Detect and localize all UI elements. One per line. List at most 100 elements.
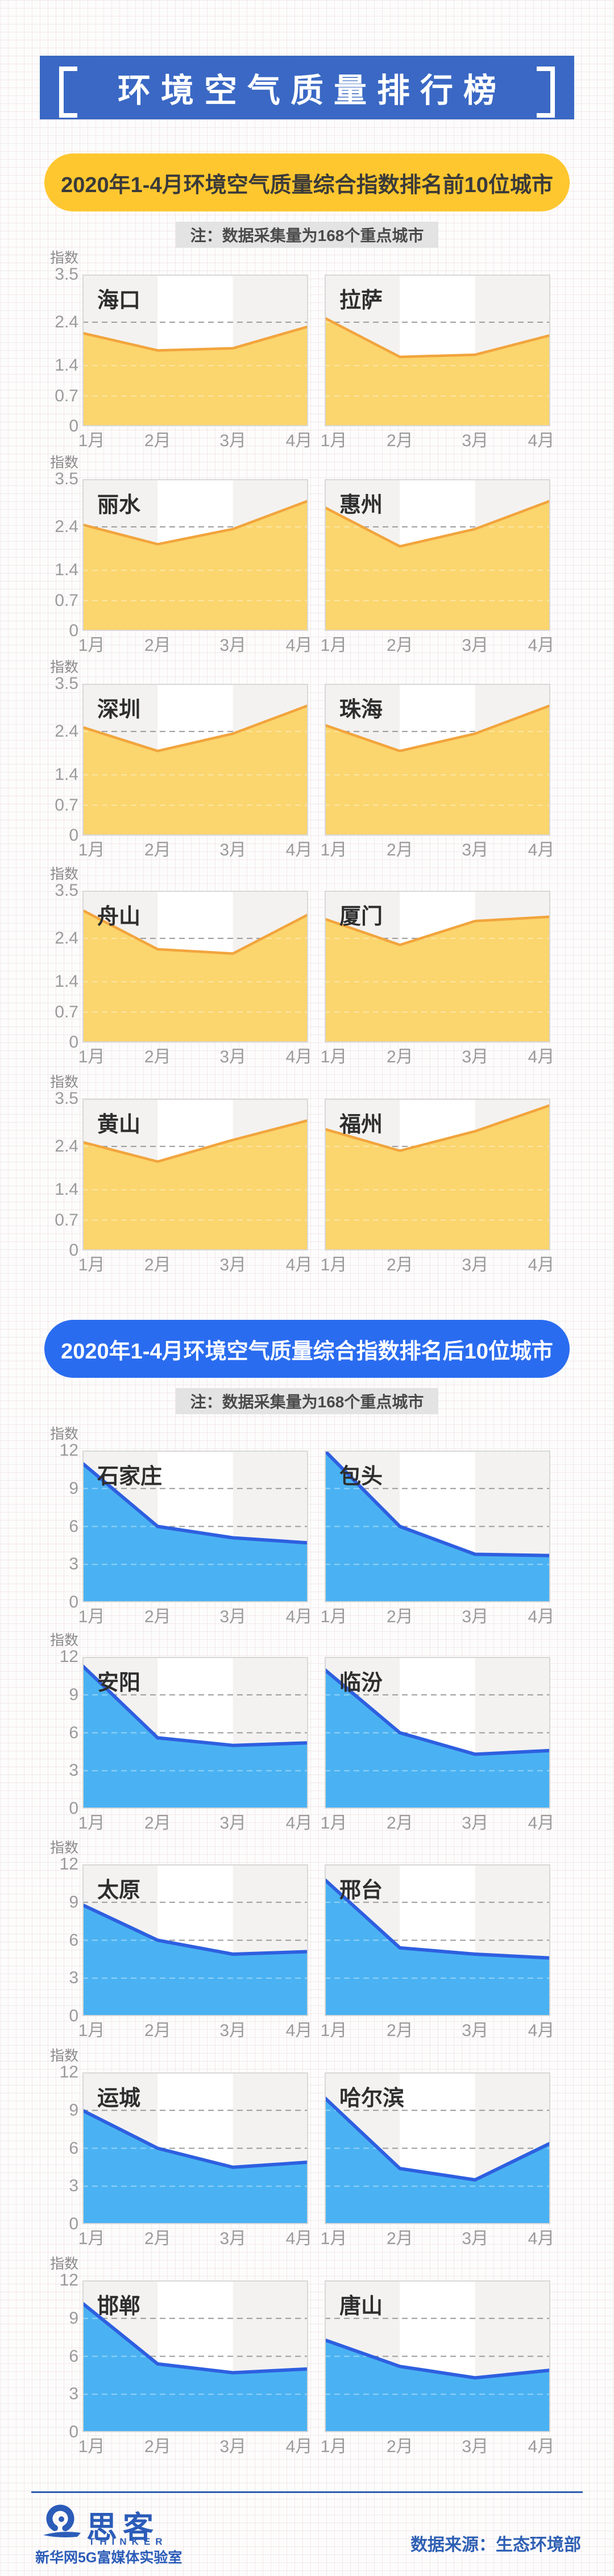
- chart-title: 运城: [97, 2087, 140, 2110]
- x-axis-label: 1月: [320, 1607, 347, 1626]
- x-axis-label: 2月: [386, 1048, 413, 1066]
- plot-border: [82, 1451, 308, 1602]
- chart-title: 厦门: [339, 905, 383, 929]
- x-axis-label: 3月: [219, 431, 246, 450]
- y-axis-title: 指数: [49, 250, 78, 266]
- plot-border: [325, 275, 550, 426]
- x-axis-label: 4月: [528, 2437, 555, 2456]
- chart-title: 临汾: [339, 1671, 383, 1695]
- x-axis-label: 2月: [386, 1607, 413, 1626]
- area-series: [325, 318, 550, 426]
- chart-title: 唐山: [339, 2294, 383, 2319]
- x-axis-label: 2月: [144, 2021, 171, 2040]
- area-series: [82, 1665, 308, 1809]
- area-series: [325, 2340, 550, 2432]
- y-axis-tick: 0: [69, 826, 78, 845]
- area-series: [325, 705, 550, 836]
- line-series: [325, 704, 550, 753]
- y-axis-tick: 0.7: [55, 591, 78, 610]
- y-axis-tick: 3.5: [55, 1089, 78, 1108]
- y-axis-tick: 1.4: [55, 560, 78, 580]
- y-axis-tick: 0.7: [55, 1002, 78, 1021]
- line-series: [325, 1104, 550, 1152]
- y-axis-tick: 0: [69, 1593, 78, 1611]
- x-axis-label: 1月: [78, 431, 105, 450]
- line-series: [325, 2096, 550, 2182]
- plot-border: [325, 684, 550, 836]
- x-axis-label: 1月: [78, 1814, 105, 1833]
- line-series: [82, 1664, 308, 1747]
- x-axis-label: 3月: [462, 1607, 488, 1626]
- plot-border: [325, 2072, 550, 2224]
- y-axis-tick: 6: [69, 2346, 78, 2366]
- x-axis-label: 1月: [320, 636, 347, 655]
- x-axis-label: 4月: [285, 431, 313, 450]
- x-axis-label: 3月: [219, 1607, 246, 1626]
- y-axis-tick: 0: [69, 621, 78, 640]
- line-series: [82, 2108, 308, 2169]
- x-axis-label: 2月: [144, 1607, 171, 1626]
- y-axis-tick: 2.4: [55, 721, 78, 741]
- plot-border: [82, 1099, 308, 1250]
- area-series: [82, 705, 308, 836]
- logo-caption: 新华网5G富媒体实验室: [35, 2550, 182, 2566]
- x-axis-label: 2月: [386, 2021, 413, 2040]
- y-axis-tick: 6: [69, 2138, 78, 2158]
- y-axis-title: 指数: [49, 1632, 78, 1648]
- city-chart: 福州: [325, 1099, 550, 1250]
- city-chart: 石家庄: [82, 1451, 308, 1602]
- chart-title: 舟山: [97, 905, 140, 929]
- chart-title: 海口: [97, 289, 140, 313]
- thinker-logo-icon: [43, 2504, 81, 2537]
- city-chart: 深圳: [82, 684, 308, 836]
- x-axis-label: 4月: [285, 1256, 313, 1274]
- line-series: [82, 1461, 308, 1545]
- x-axis-label: 1月: [320, 1256, 347, 1274]
- chart-title: 深圳: [97, 698, 140, 722]
- line-series: [325, 1877, 550, 1960]
- x-axis-label: 4月: [528, 2229, 555, 2248]
- x-axis-label: 2月: [386, 2437, 413, 2456]
- y-axis-title: 指数: [49, 1840, 78, 1856]
- y-axis-tick: 0: [69, 2423, 78, 2441]
- y-axis-tick: 2.4: [55, 312, 78, 331]
- x-axis-label: 3月: [462, 841, 488, 859]
- x-axis-label: 2月: [144, 2437, 171, 2456]
- x-axis-label: 2月: [386, 841, 413, 859]
- y-axis-title: 指数: [49, 2256, 78, 2272]
- x-axis-label: 3月: [219, 2229, 246, 2248]
- plot-border: [325, 1451, 550, 1602]
- y-axis-tick: 3.5: [55, 881, 78, 900]
- y-axis-tick: 3: [69, 2176, 78, 2196]
- y-axis-tick: 9: [69, 2308, 78, 2328]
- x-axis-label: 1月: [320, 1814, 347, 1833]
- x-axis-label: 3月: [219, 1048, 246, 1066]
- x-axis-label: 1月: [320, 431, 347, 450]
- city-chart: 舟山: [82, 891, 308, 1042]
- x-axis-label: 1月: [78, 2021, 105, 2040]
- city-chart: 唐山: [325, 2280, 550, 2432]
- plot-border: [82, 1864, 308, 2016]
- y-axis-tick: 2.4: [55, 1136, 78, 1156]
- x-axis-label: 1月: [78, 841, 105, 859]
- line-series: [325, 317, 550, 359]
- area-series: [325, 916, 550, 1042]
- y-axis-tick: 9: [69, 1685, 78, 1704]
- chart-title: 邢台: [339, 1879, 383, 1902]
- line-series: [82, 1119, 308, 1163]
- y-axis-tick: 12: [59, 2063, 78, 2081]
- y-axis-tick: 12: [59, 2271, 78, 2290]
- line-series: [82, 499, 308, 546]
- footer-divider: [31, 2491, 583, 2493]
- y-axis-title: 指数: [49, 2048, 78, 2064]
- logo-wordmark: 思客: [86, 2511, 159, 2545]
- x-axis-label: 4月: [528, 636, 555, 655]
- line-series: [82, 1903, 308, 1956]
- y-axis-tick: 1.4: [55, 356, 78, 375]
- city-chart: 哈尔滨: [325, 2072, 550, 2224]
- line-series: [325, 2338, 550, 2380]
- plot-border: [82, 684, 308, 836]
- line-series: [325, 1451, 550, 1557]
- plot-border: [325, 479, 550, 631]
